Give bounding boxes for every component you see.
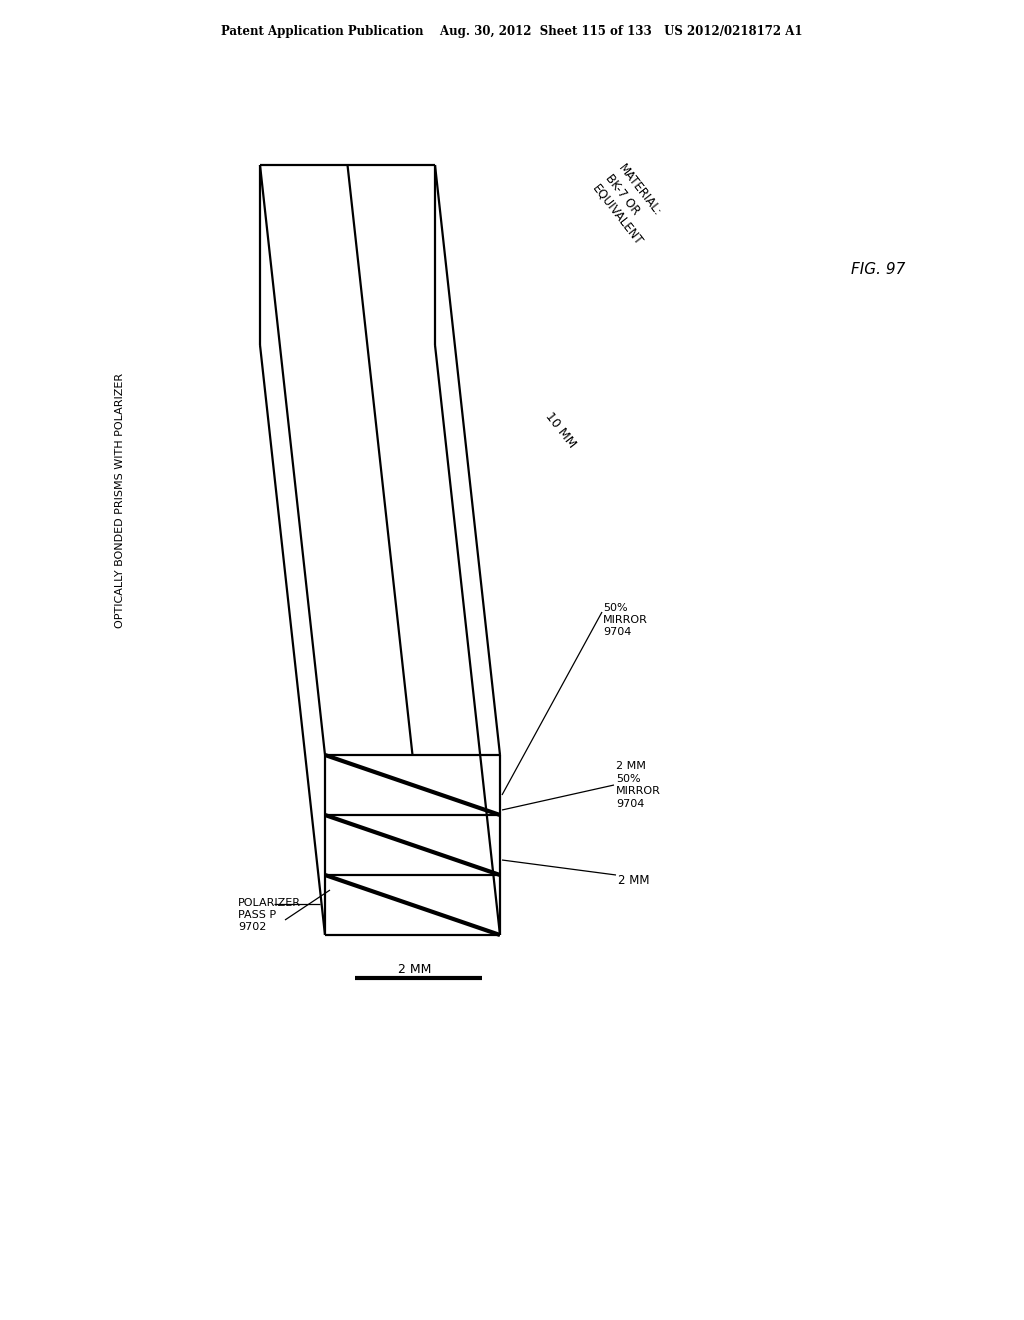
Text: OPTICALLY BONDED PRISMS WITH POLARIZER: OPTICALLY BONDED PRISMS WITH POLARIZER (115, 372, 125, 627)
Text: Patent Application Publication    Aug. 30, 2012  Sheet 115 of 133   US 2012/0218: Patent Application Publication Aug. 30, … (221, 25, 803, 38)
Text: POLARIZER
PASS P
9702: POLARIZER PASS P 9702 (238, 898, 301, 932)
Text: 10 MM: 10 MM (542, 409, 578, 450)
Text: 2 MM: 2 MM (398, 964, 432, 975)
Text: 2 MM: 2 MM (618, 874, 649, 887)
Text: 50%
MIRROR
9704: 50% MIRROR 9704 (603, 603, 648, 638)
Text: FIG. 97: FIG. 97 (851, 263, 905, 277)
Text: 2 MM
50%
MIRROR
9704: 2 MM 50% MIRROR 9704 (616, 762, 660, 809)
Text: MATERIAL:
BK-7 OR
EQUIVALENT: MATERIAL: BK-7 OR EQUIVALENT (590, 162, 671, 248)
